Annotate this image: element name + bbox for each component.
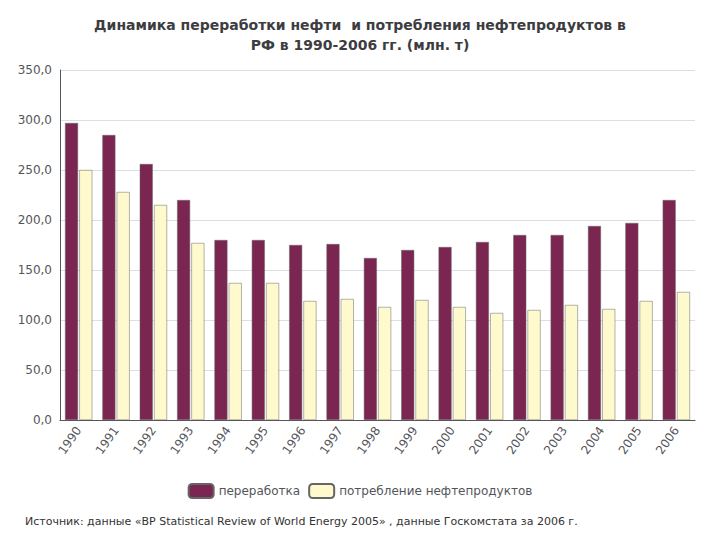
svg-text:1997: 1997 [317, 424, 346, 457]
svg-text:1991: 1991 [93, 424, 122, 457]
svg-text:2003: 2003 [541, 424, 570, 457]
svg-text:50,0: 50,0 [25, 363, 52, 377]
svg-text:1995: 1995 [242, 424, 271, 457]
svg-text:350,0: 350,0 [18, 63, 52, 77]
svg-text:потребление нефтепродуктов: потребление нефтепродуктов [339, 484, 532, 498]
svg-text:2000: 2000 [429, 424, 458, 457]
svg-text:1994: 1994 [205, 424, 234, 457]
svg-text:Динамика переработки нефти и: Динамика переработки нефти и потребления… [94, 17, 626, 33]
svg-text:2004: 2004 [578, 424, 607, 457]
svg-text:250,0: 250,0 [18, 163, 52, 177]
svg-text:РФ в 1990-2006 гг. (млн. т): РФ в 1990-2006 гг. (млн. т) [251, 37, 470, 53]
svg-text:200,0: 200,0 [18, 213, 52, 227]
svg-text:150,0: 150,0 [18, 263, 52, 277]
svg-text:1993: 1993 [167, 424, 196, 457]
svg-text:100,0: 100,0 [18, 313, 52, 327]
svg-text:0,0: 0,0 [33, 413, 52, 427]
svg-text:300,0: 300,0 [18, 113, 52, 127]
svg-text:1998: 1998 [354, 424, 383, 457]
svg-text:1990: 1990 [55, 424, 84, 457]
svg-text:Источник: данные «BP Statistic: Источник: данные «BP Statistical Review … [25, 515, 578, 528]
svg-text:2002: 2002 [504, 424, 533, 457]
svg-text:1992: 1992 [130, 424, 159, 457]
svg-text:2006: 2006 [653, 424, 682, 457]
svg-text:1996: 1996 [280, 424, 309, 457]
svg-text:2001: 2001 [466, 424, 495, 457]
svg-text:1999: 1999 [392, 424, 421, 457]
svg-text:2005: 2005 [616, 424, 645, 457]
svg-text:переработка: переработка [219, 484, 301, 498]
